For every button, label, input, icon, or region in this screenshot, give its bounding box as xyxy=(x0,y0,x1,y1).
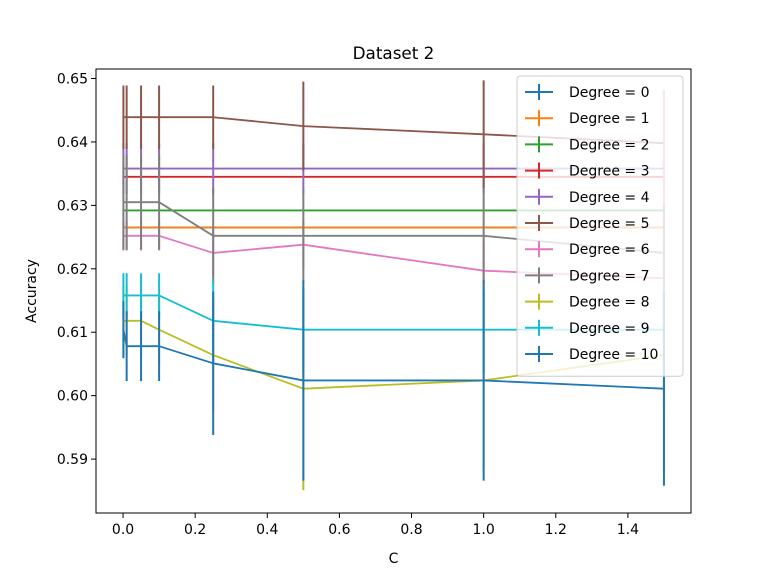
axes-frame xyxy=(95,68,692,514)
series-line xyxy=(123,294,664,331)
x-tick-label: 1.2 xyxy=(545,522,567,538)
x-axis-label: C xyxy=(389,551,399,567)
series-line xyxy=(122,329,664,390)
y-tick-label: 0.61 xyxy=(57,325,88,341)
y-tick-label: 0.63 xyxy=(57,198,88,214)
legend-item-degree-9: Degree = 9 xyxy=(525,319,650,337)
legend-box xyxy=(516,75,684,377)
legend-label: Degree = 3 xyxy=(569,164,650,180)
series-line xyxy=(123,234,664,280)
legend: Degree = 0 Degree = 1 Degree = 2 Degree = 3… xyxy=(516,75,684,377)
y-tick-label: 0.60 xyxy=(57,389,88,405)
legend-label: Degree = 7 xyxy=(569,268,650,284)
legend-label: Degree = 2 xyxy=(569,137,650,153)
legend-label: Degree = 9 xyxy=(569,321,650,337)
y-tick-label: 0.64 xyxy=(57,135,88,151)
y-tick-label: 0.59 xyxy=(57,452,88,468)
legend-item-degree-4: Degree = 4 xyxy=(525,188,650,206)
x-tick-label: 0.4 xyxy=(256,522,278,538)
axes: 0.0 0.2 0.4 0.6 0.8 1.0 1.2 1.4 0.59 0.60 0.61 0.62… xyxy=(57,68,692,538)
legend-label: Degree = 6 xyxy=(569,242,650,258)
y-axis-label: Accuracy xyxy=(24,259,40,323)
x-tick-label: 1.0 xyxy=(473,522,495,538)
legend-item-degree-0: Degree = 0 xyxy=(525,84,650,101)
legend-label: Degree = 10 xyxy=(569,347,658,363)
x-tick-label: 0.8 xyxy=(400,522,422,538)
legend-item-degree-6: Degree = 6 xyxy=(525,241,650,258)
series-line xyxy=(123,201,665,254)
x-tick-label: 0.0 xyxy=(112,522,134,538)
legend-item-degree-7: Degree = 7 xyxy=(525,267,650,284)
legend-item-degree-2: Degree = 2 xyxy=(525,136,650,153)
legend-label: Degree = 8 xyxy=(569,295,650,311)
x-tick-label: 0.2 xyxy=(184,522,206,538)
x-tick-label: 0.6 xyxy=(328,522,350,538)
legend-label: Degree = 0 xyxy=(569,85,650,101)
legend-label: Degree = 5 xyxy=(569,216,650,232)
y-tick-label: 0.65 xyxy=(57,72,88,88)
series-line xyxy=(123,319,665,390)
y-tick-label: 0.62 xyxy=(57,262,88,278)
plot-area xyxy=(122,80,665,491)
legend-label: Degree = 1 xyxy=(569,111,650,127)
legend-item-degree-3: Degree = 3 xyxy=(525,162,650,180)
series-line xyxy=(123,116,664,145)
legend-item-degree-5: Degree = 5 xyxy=(525,215,650,232)
legend-item-degree-8: Degree = 8 xyxy=(525,293,650,311)
chart-title: Dataset 2 xyxy=(353,43,435,63)
legend-item-degree-1: Degree = 1 xyxy=(525,110,650,127)
legend-label: Degree = 4 xyxy=(569,190,650,206)
legend-item-degree-10: Degree = 10 xyxy=(525,346,658,363)
x-tick-label: 1.4 xyxy=(617,522,639,538)
